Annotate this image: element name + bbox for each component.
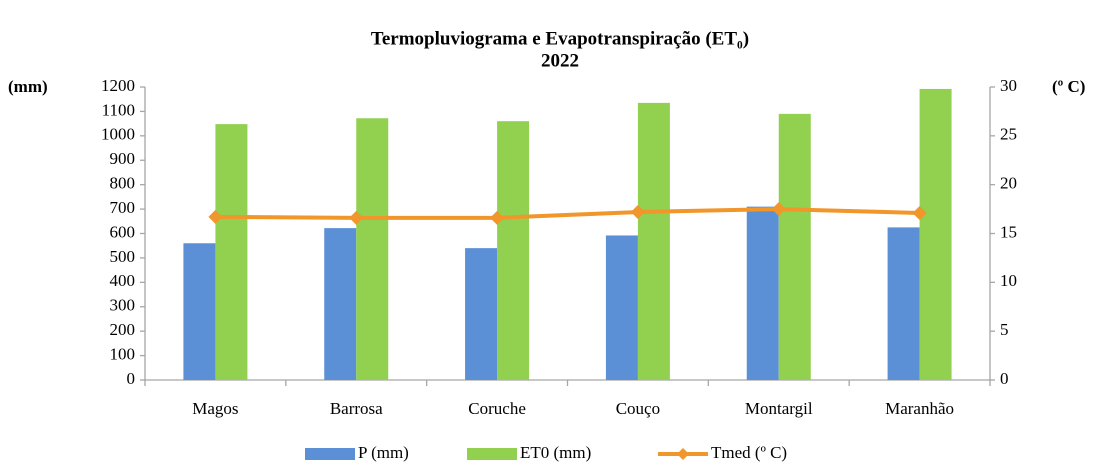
y2-tick-label: 5 <box>1000 320 1009 339</box>
line-marker <box>912 205 927 220</box>
y-tick-label: 0 <box>127 369 136 388</box>
line-marker <box>630 205 645 220</box>
legend-label: P (mm) <box>358 443 409 462</box>
bar <box>746 206 779 380</box>
y-tick-label: 1200 <box>101 76 135 95</box>
y2-tick-label: 20 <box>1000 174 1017 193</box>
bar <box>637 102 670 380</box>
x-tick-label: Couço <box>616 399 660 418</box>
y-tick-label: 300 <box>110 296 136 315</box>
y2-tick-label: 15 <box>1000 222 1017 241</box>
bar <box>324 228 357 380</box>
y-tick-label: 100 <box>110 344 136 363</box>
y-axis-label: (mm) <box>8 77 48 96</box>
bar <box>465 248 498 380</box>
legend-label: Tmed (º C) <box>711 443 787 462</box>
x-tick-label: Barrosa <box>330 399 383 418</box>
line-marker <box>771 202 786 217</box>
y-tick-label: 1000 <box>101 125 135 144</box>
legend-swatch <box>305 448 355 460</box>
y2-tick-label: 0 <box>1000 369 1009 388</box>
line <box>215 207 920 220</box>
y-tick-label: 1100 <box>102 100 135 119</box>
x-tick-label: Maranhão <box>885 399 954 418</box>
bar <box>919 88 952 380</box>
y2-axis-label: (º C) <box>1052 77 1085 96</box>
chart-subtitle: 2022 <box>541 50 579 71</box>
y-tick-label: 500 <box>110 247 136 266</box>
bar <box>605 235 638 380</box>
bar <box>497 121 530 380</box>
bar <box>778 113 811 380</box>
x-tick-label: Montargil <box>745 399 813 418</box>
line-marker <box>490 210 505 225</box>
bar <box>215 124 248 380</box>
y2-tick-label: 10 <box>1000 271 1017 290</box>
line-marker <box>349 210 364 225</box>
bar <box>887 227 920 380</box>
legend-marker <box>677 448 689 460</box>
y-tick-label: 600 <box>110 222 136 241</box>
x-tick-label: Coruche <box>468 399 526 418</box>
y-tick-label: 900 <box>110 149 136 168</box>
bar <box>183 243 216 380</box>
y-tick-label: 800 <box>110 174 136 193</box>
y2-tick-label: 30 <box>1000 76 1017 95</box>
legend-swatch <box>467 448 517 460</box>
y-tick-label: 400 <box>110 271 136 290</box>
bar <box>356 118 389 381</box>
chart-title: Termopluviograma e Evapotranspiração (ET… <box>371 28 749 49</box>
y-tick-label: 200 <box>110 320 136 339</box>
legend-label: ET0 (mm) <box>520 443 591 462</box>
x-tick-label: Magos <box>192 399 238 418</box>
y-tick-label: 700 <box>110 198 136 217</box>
line-marker <box>208 209 223 224</box>
y2-tick-label: 25 <box>1000 125 1017 144</box>
